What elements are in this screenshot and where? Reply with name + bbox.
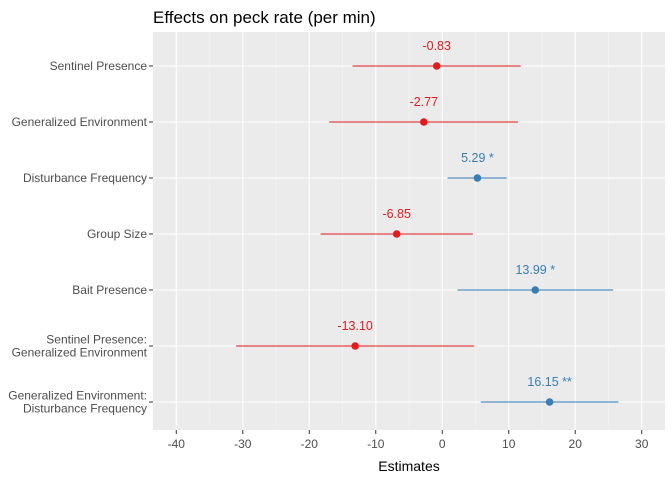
x-tick-label: -10 bbox=[367, 437, 385, 451]
minor-gridlines bbox=[209, 32, 609, 430]
y-tick-label: Sentinel Presence: Generalized Environmen… bbox=[12, 333, 148, 360]
value-label: -0.83 bbox=[422, 39, 451, 53]
estimate-point bbox=[420, 118, 428, 126]
y-tick-label-line: Bait Presence bbox=[72, 283, 147, 297]
x-tick-label: 20 bbox=[569, 437, 583, 451]
value-label: 13.99 * bbox=[515, 263, 555, 277]
estimate-point bbox=[351, 342, 359, 350]
x-tick-label: 30 bbox=[635, 437, 649, 451]
x-tick-label: 10 bbox=[502, 437, 516, 451]
y-tick-label: Generalized Environment: Disturbance Freq… bbox=[8, 389, 147, 416]
estimate-point bbox=[392, 230, 401, 238]
estimate-points bbox=[351, 62, 554, 406]
x-axis-title: Estimates bbox=[378, 458, 439, 474]
value-label: 16.15 ** bbox=[527, 375, 572, 389]
estimate-point bbox=[531, 286, 540, 294]
y-tick-label: Sentinel Presence bbox=[50, 59, 148, 73]
y-axis: Sentinel Presence Generalized Environment… bbox=[8, 59, 153, 416]
y-tick-label-line: Disturbance Frequency bbox=[23, 402, 147, 416]
value-label: -2.77 bbox=[410, 95, 439, 109]
y-tick-label-line: Generalized Environment: bbox=[8, 389, 147, 403]
y-tick-label-line: Disturbance Frequency bbox=[23, 171, 147, 185]
estimate-point bbox=[473, 174, 482, 182]
value-label: -6.85 bbox=[382, 207, 411, 221]
estimate-point bbox=[432, 62, 441, 70]
y-tick-label: Generalized Environment bbox=[12, 115, 148, 129]
value-label: 5.29 * bbox=[461, 151, 494, 165]
chart-title: Effects on peck rate (per min) bbox=[153, 8, 376, 27]
x-tick-label: -30 bbox=[234, 437, 252, 451]
estimate-point bbox=[545, 398, 554, 406]
y-tick-label: Disturbance Frequency bbox=[23, 171, 147, 185]
y-tick-label-line: Group Size bbox=[87, 227, 147, 241]
y-tick-label-line: Sentinel Presence: bbox=[46, 333, 147, 347]
y-tick-label: Bait Presence bbox=[72, 283, 147, 297]
y-tick-label-line: Generalized Environment bbox=[12, 346, 148, 360]
y-tick-label: Group Size bbox=[87, 227, 147, 241]
value-label: -13.10 bbox=[337, 319, 372, 333]
y-tick-label-line: Sentinel Presence bbox=[50, 59, 148, 73]
x-tick-label: -20 bbox=[301, 437, 319, 451]
value-labels: -0.83 -2.77 5.29 * -6.85 13.99 * -13.10 16.15 … bbox=[337, 39, 572, 389]
x-tick-label: -40 bbox=[168, 437, 186, 451]
x-tick-label: 0 bbox=[439, 437, 446, 451]
y-tick-label-line: Generalized Environment bbox=[12, 115, 148, 129]
x-axis: -40 -30 -20 -10 0 10 20 30 bbox=[168, 430, 649, 451]
